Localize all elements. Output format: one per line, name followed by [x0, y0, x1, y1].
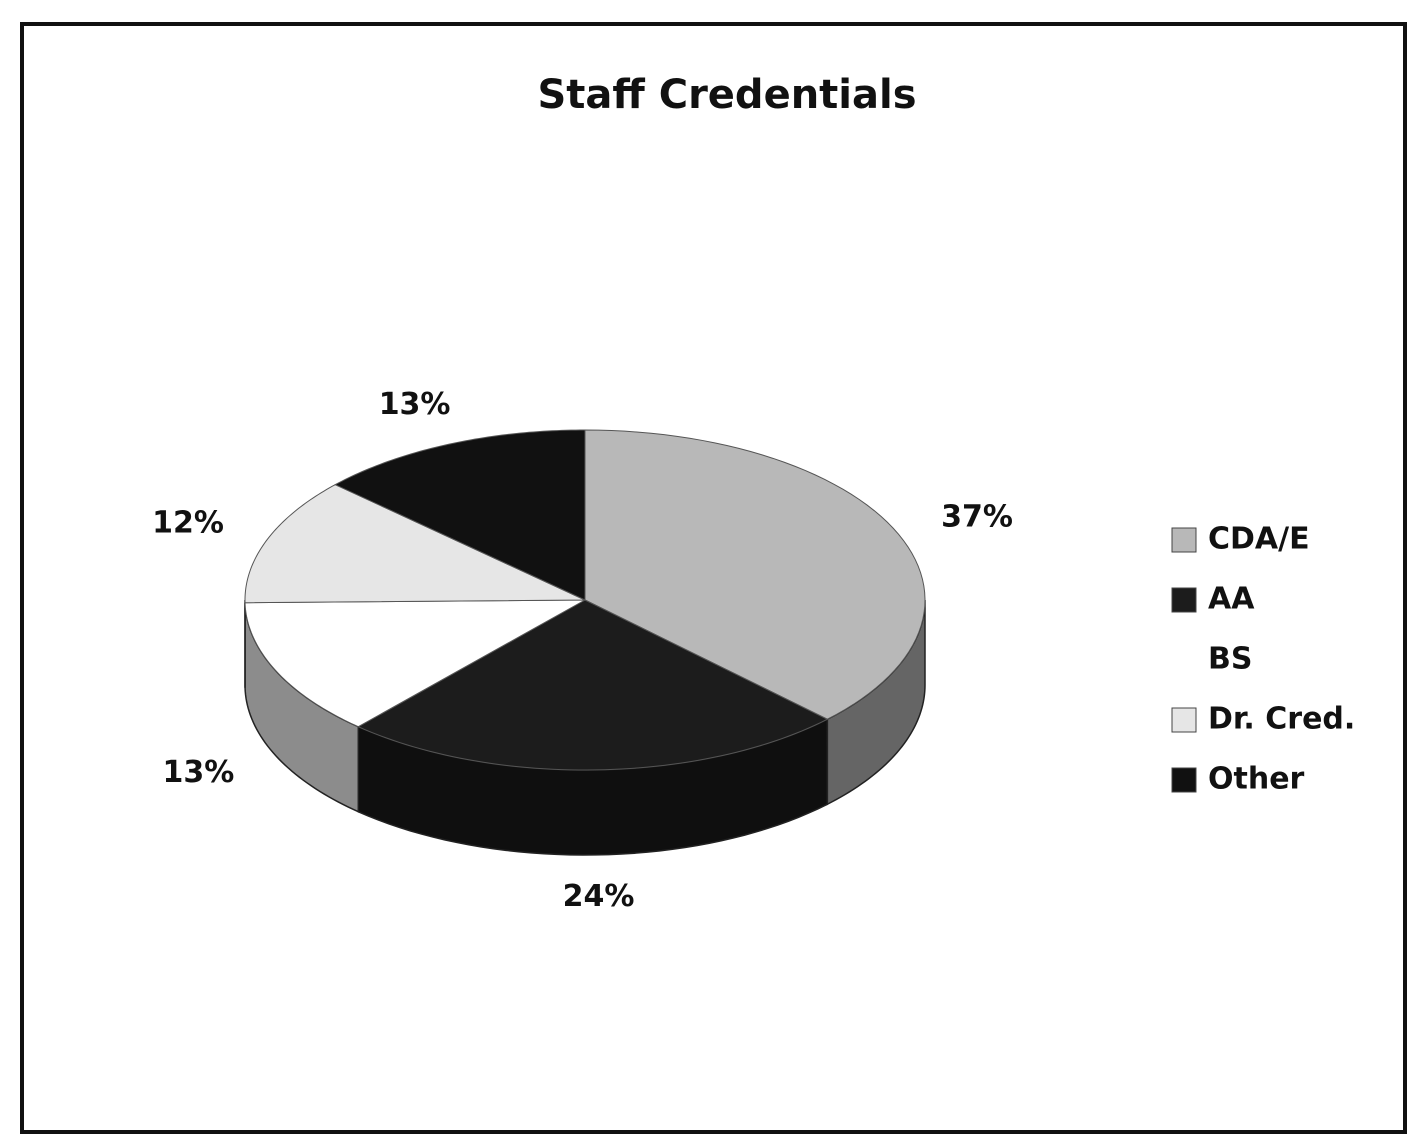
legend-swatch [1172, 708, 1196, 732]
data-label: 12% [152, 506, 224, 541]
legend-label: AA [1208, 582, 1255, 617]
data-label: 13% [163, 755, 235, 790]
legend-swatch [1172, 648, 1196, 672]
chart-title: Staff Credentials [537, 72, 916, 118]
legend-swatch [1172, 768, 1196, 792]
legend-label: Other [1208, 762, 1305, 797]
data-label: 13% [379, 387, 451, 422]
legend-label: CDA/E [1208, 522, 1310, 557]
data-label: 24% [563, 879, 635, 914]
legend-swatch [1172, 528, 1196, 552]
data-label: 37% [941, 499, 1013, 534]
legend-label: BS [1208, 642, 1252, 677]
legend-label: Dr. Cred. [1208, 702, 1355, 737]
legend-swatch [1172, 588, 1196, 612]
